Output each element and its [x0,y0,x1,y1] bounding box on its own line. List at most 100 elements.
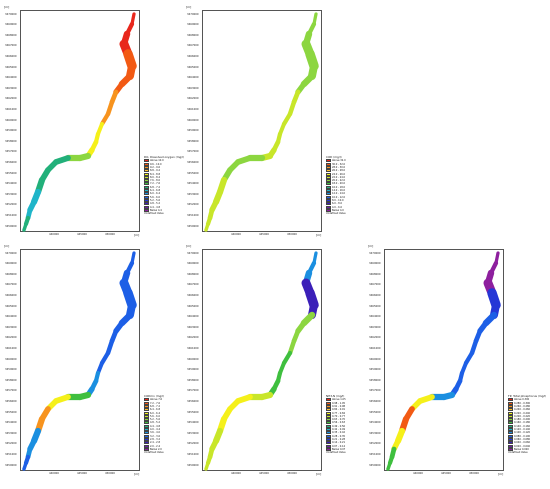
y-tick-label: 3464000 [5,315,17,319]
y-tick-label: 3461000 [187,346,199,350]
legend-entry: 9.2 - 9.6 [144,165,174,169]
legend-entry: 0.84 - 0.91 [326,408,356,412]
legend-entry: 2.8 - 3.2 [144,437,174,441]
y-tick-label: 3469000 [369,262,381,266]
y-tick-label: 3454000 [5,421,17,425]
legend-label: Below 4.0 [332,208,344,212]
y-tick-label: 3469000 [187,23,199,27]
legend-label: 8.4 - 8.8 [150,172,160,176]
y-tick-label: 3470000 [187,12,199,16]
map-panel-cod_mn: [m] 3470000 3469000 3468000 3467000 3466000 34… [4,244,182,478]
y-tick-label: 3459000 [5,129,17,133]
legend-swatch [326,165,331,169]
legend-swatch [508,408,513,412]
y-tick-label: 3454000 [187,182,199,186]
legend-label: Above 10.0 [150,159,164,163]
x-tick-label: 450000 [105,232,115,236]
legend-swatch [144,434,149,438]
legend-label: 22.0 - 24.0 [332,175,346,179]
legend-entry: 0.100 - 0.120 [508,431,538,435]
legend-label: 7.2 - 7.6 [150,182,160,186]
legend: TP, Total phosphorus (mg/l) Above 0.300 0.… [508,394,546,454]
legend-swatch [144,444,149,448]
y-tick-label: 3453000 [5,192,17,196]
legend-swatch [144,175,149,179]
y-unit-label: [m] [368,244,374,248]
y-tick-label: 3470000 [187,251,199,255]
legend-label: 5.2 - 5.6 [150,418,160,422]
legend-label: 4.0 - 4.4 [150,428,160,432]
legend-swatch [144,159,149,163]
legend-label: 0.56 - 0.63 [332,421,346,425]
y-tick-label: 3454000 [5,182,17,186]
legend-swatch [326,414,331,418]
y-tick-label: 3452000 [369,442,381,446]
river-map [386,251,501,471]
y-tick-label: 3459000 [369,368,381,372]
legend-entry: 28.0 - 30.0 [326,165,356,169]
legend-label: 18.0 - 20.0 [332,182,346,186]
legend-swatch [144,182,149,186]
y-tick-label: 3457000 [187,389,199,393]
legend-label: 0.260 - 0.280 [514,404,531,408]
legend-label: 4.8 - 5.2 [150,202,160,206]
legend-label: Below 2.0 [150,447,162,451]
x-tick-label: 440000 [49,471,59,475]
legend-swatch [144,202,149,206]
y-tick-label: 3465000 [5,304,17,308]
legend-entry: 0.280 - 0.300 [508,401,538,405]
legend-entry: Below 0.020 [508,447,538,451]
legend-label: 4.4 - 4.8 [150,205,160,209]
legend-entry: 0.56 - 0.63 [326,421,356,425]
legend-entry: 0.21 - 0.28 [326,437,356,441]
legend-entry: 8.8 - 9.2 [144,169,174,173]
legend-entry: 0.35 - 0.42 [326,431,356,435]
legend-undefined-value: Undefined Value [144,450,164,454]
legend-entry: 0.240 - 0.260 [508,408,538,412]
legend-swatch [144,162,149,166]
legend-entry: 6.0 - 6.4 [144,411,174,415]
y-tick-label: 3463000 [5,86,17,90]
legend-entry: 0.91 - 0.98 [326,404,356,408]
legend-label: 7.6 - 8.0 [150,179,160,183]
x-tick-label: 445000 [259,471,269,475]
y-tick-label: 3467000 [5,44,17,48]
y-tick-label: 3463000 [187,325,199,329]
legend-entry: 16.0 - 18.0 [326,185,356,189]
y-tick-label: 3450000 [187,224,199,228]
legend-entry: 6.8 - 7.2 [144,404,174,408]
legend-label: 0.020 - 0.040 [514,444,531,448]
legend-swatch [326,434,331,438]
y-tick-label: 3461000 [369,346,381,350]
map-frame [20,249,140,471]
y-tick-label: 3452000 [5,203,17,207]
legend-entry: 9.6 - 10.0 [144,162,174,166]
legend-label: 0.14 - 0.21 [332,441,346,445]
y-tick-label: 3464000 [187,76,199,80]
y-tick-label: 3469000 [5,23,17,27]
y-tick-label: 3451000 [5,213,17,217]
legend-swatch [326,447,331,451]
x-tick-label: 450000 [287,471,297,475]
legend-undefined-value: Undefined Value [144,211,164,215]
legend-label: 6.4 - 6.8 [150,189,160,193]
y-tick-label: 3464000 [369,315,381,319]
legend-label: 8.8 - 9.2 [150,169,160,173]
legend-swatch [144,447,149,451]
legend-swatch [144,414,149,418]
y-tick-label: 3462000 [187,336,199,340]
legend-label: 10.0 - 12.0 [332,195,346,199]
legend-entry: 3.2 - 3.6 [144,434,174,438]
legend-entry: 0.260 - 0.280 [508,404,538,408]
y-tick-label: 3467000 [187,283,199,287]
legend-swatch [326,159,331,163]
y-tick-label: 3452000 [187,442,199,446]
legend-swatch [326,441,331,445]
legend-label: 6.8 - 7.2 [150,185,160,189]
y-tick-label: 3457000 [187,150,199,154]
y-tick-label: 3463000 [187,86,199,90]
legend-swatch [326,185,331,189]
legend-undefined-value: Undefined Value [326,450,346,454]
legend-entry: 2.0 - 2.4 [144,444,174,448]
legend-entry: 4.4 - 4.8 [144,205,174,209]
